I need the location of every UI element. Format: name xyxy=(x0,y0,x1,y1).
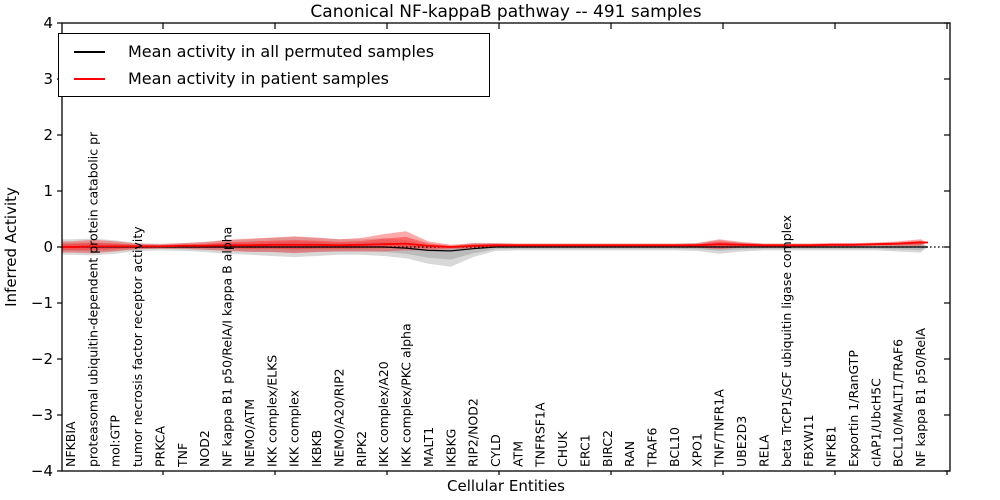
y-tick-label: 3 xyxy=(43,70,53,88)
x-category-label: CYLD xyxy=(488,434,503,467)
violin-band-permuted xyxy=(62,236,928,267)
chart-title: Canonical NF-kappaB pathway -- 491 sampl… xyxy=(310,2,702,22)
x-category-label: TNF/TNFR1A xyxy=(712,389,727,468)
x-category-label: IKK complex/A20 xyxy=(376,361,391,467)
x-axis-label: Cellular Entities xyxy=(447,477,565,495)
x-category-label: NEMO/ATM xyxy=(242,399,257,467)
legend-label-patient: Mean activity in patient samples xyxy=(128,69,389,88)
x-category-label: tumor necrosis factor receptor activity xyxy=(130,226,145,467)
y-tick-label: 0 xyxy=(43,238,53,256)
mean-line-patient xyxy=(62,241,928,248)
x-category-label: XPO1 xyxy=(689,433,704,467)
x-category-label: BCL10/MALT1/TRAF6 xyxy=(891,339,906,467)
legend-entry-patient: Mean activity in patient samples xyxy=(59,69,489,88)
x-category-label: NEMO/A20/RIP2 xyxy=(331,368,346,467)
x-category-label: IKBKG xyxy=(443,429,458,467)
x-category-label: mol:GTP xyxy=(108,415,123,467)
x-category-label: ERC1 xyxy=(578,434,593,467)
x-category-label: UBE2D3 xyxy=(734,416,749,467)
x-category-label: RELA xyxy=(756,434,771,467)
x-category-label: proteasomal ubiquitin-dependent protein … xyxy=(85,131,100,467)
x-category-label: NFKBIA xyxy=(63,421,78,467)
x-category-label: beta TrCP1/SCF ubiquitin ligase complex xyxy=(779,215,794,467)
x-category-label: TRAF6 xyxy=(645,427,660,468)
y-tick-label: −3 xyxy=(31,406,53,424)
x-category-label: cIAP1/UbcH5C xyxy=(868,378,883,467)
x-category-label: BIRC2 xyxy=(600,430,615,467)
x-category-label: RAN xyxy=(622,441,637,467)
y-tick-label: 1 xyxy=(43,182,53,200)
x-category-label: NF kappa B1 p50/RelA/I kappa B alpha xyxy=(220,227,235,467)
x-category-label: CHUK xyxy=(555,431,570,467)
x-category-label: IKK complex/ELKS xyxy=(264,355,279,467)
x-category-label: IKK complex/PKC alpha xyxy=(399,323,414,467)
x-category-label: IKBKB xyxy=(309,430,324,467)
x-category-label: FBXW11 xyxy=(801,414,816,467)
x-category-label: Exportin 1/RanGTP xyxy=(846,350,861,467)
x-category-label: NOD2 xyxy=(197,430,212,467)
x-category-label: ATM xyxy=(510,441,525,467)
x-category-label: RIPK2 xyxy=(354,431,369,467)
x-category-label: PRKCA xyxy=(153,426,168,467)
x-category-label: TNF xyxy=(175,443,190,468)
legend-label-permuted: Mean activity in all permuted samples xyxy=(128,42,435,61)
x-category-label: NF kappa B1 p50/RelA xyxy=(913,327,928,467)
y-tick-label: −4 xyxy=(31,462,53,480)
y-tick-label: 4 xyxy=(43,14,53,32)
y-tick-label: −2 xyxy=(31,350,53,368)
y-tick-label: −1 xyxy=(31,294,53,312)
x-category-label: BCL10 xyxy=(667,427,682,467)
y-tick-label: 2 xyxy=(43,126,53,144)
x-category-label: MALT1 xyxy=(421,427,436,467)
legend-entry-permuted: Mean activity in all permuted samples xyxy=(59,42,489,61)
legend-black-line-icon xyxy=(74,50,105,53)
x-category-label: RIP2/NOD2 xyxy=(466,398,481,467)
legend: Mean activity in all permuted samples Me… xyxy=(58,33,490,97)
x-category-label: TNFRSF1A xyxy=(533,402,548,468)
x-category-label: IKK complex xyxy=(287,390,302,467)
x-category-label: NFKB1 xyxy=(824,426,839,467)
legend-red-line-icon xyxy=(74,77,105,80)
y-axis-label: Inferred Activity xyxy=(2,187,20,307)
